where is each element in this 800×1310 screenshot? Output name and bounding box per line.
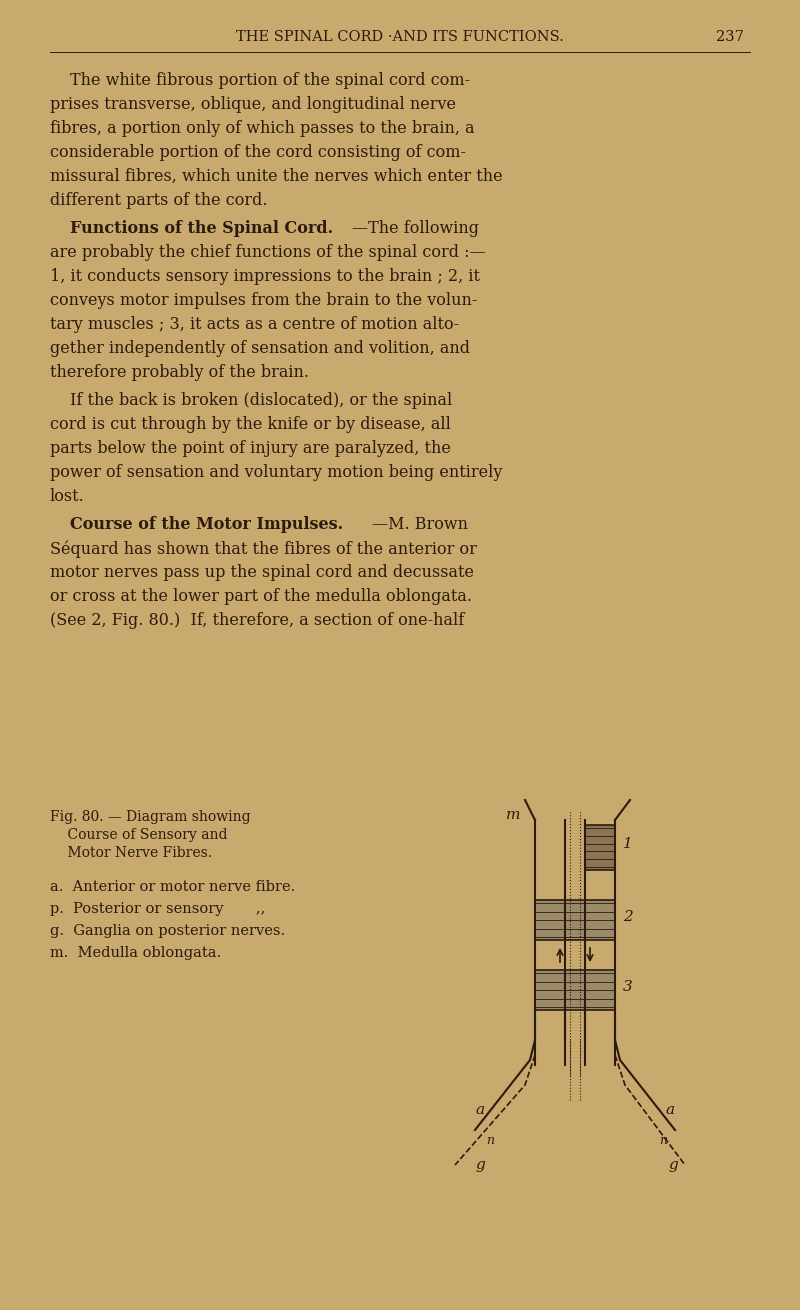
Text: fibres, a portion only of which passes to the brain, a: fibres, a portion only of which passes t… bbox=[50, 121, 474, 138]
Text: parts below the point of injury are paralyzed, the: parts below the point of injury are para… bbox=[50, 440, 451, 457]
Text: a: a bbox=[475, 1103, 485, 1117]
Text: Course of the Motor Impulses.: Course of the Motor Impulses. bbox=[70, 516, 343, 533]
Text: a.  Anterior or motor nerve fibre.: a. Anterior or motor nerve fibre. bbox=[50, 880, 295, 893]
Text: (See 2, Fig. 80.)  If, therefore, a section of one-half: (See 2, Fig. 80.) If, therefore, a secti… bbox=[50, 612, 464, 629]
Text: —The following: —The following bbox=[352, 220, 479, 237]
Text: lost.: lost. bbox=[50, 489, 85, 504]
Text: 1: 1 bbox=[623, 837, 633, 852]
Text: n: n bbox=[659, 1133, 667, 1146]
Text: considerable portion of the cord consisting of com-: considerable portion of the cord consist… bbox=[50, 144, 466, 161]
Text: p.  Posterior or sensory       ,,: p. Posterior or sensory ,, bbox=[50, 903, 266, 916]
Text: cord is cut through by the knife or by disease, all: cord is cut through by the knife or by d… bbox=[50, 417, 451, 434]
Text: prises transverse, oblique, and longitudinal nerve: prises transverse, oblique, and longitud… bbox=[50, 96, 456, 113]
Text: 2: 2 bbox=[623, 910, 633, 924]
Text: THE SPINAL CORD ·AND ITS FUNCTIONS.: THE SPINAL CORD ·AND ITS FUNCTIONS. bbox=[236, 30, 564, 45]
Text: g.  Ganglia on posterior nerves.: g. Ganglia on posterior nerves. bbox=[50, 924, 285, 938]
Text: Fig. 80. — Diagram showing: Fig. 80. — Diagram showing bbox=[50, 810, 250, 824]
Polygon shape bbox=[585, 825, 615, 870]
Text: gether independently of sensation and volition, and: gether independently of sensation and vo… bbox=[50, 341, 470, 358]
Text: Functions of the Spinal Cord.: Functions of the Spinal Cord. bbox=[70, 220, 333, 237]
Text: motor nerves pass up the spinal cord and decussate: motor nerves pass up the spinal cord and… bbox=[50, 565, 474, 582]
Text: —M. Brown: —M. Brown bbox=[372, 516, 468, 533]
Text: g: g bbox=[475, 1158, 485, 1172]
Text: power of sensation and voluntary motion being entirely: power of sensation and voluntary motion … bbox=[50, 464, 502, 481]
Text: g: g bbox=[668, 1158, 678, 1172]
Text: different parts of the cord.: different parts of the cord. bbox=[50, 193, 267, 210]
Text: conveys motor impulses from the brain to the volun-: conveys motor impulses from the brain to… bbox=[50, 292, 478, 309]
Polygon shape bbox=[535, 900, 615, 941]
Text: missural fibres, which unite the nerves which enter the: missural fibres, which unite the nerves … bbox=[50, 168, 502, 185]
Polygon shape bbox=[535, 969, 615, 1010]
Text: 237: 237 bbox=[716, 30, 744, 45]
Text: The white fibrous portion of the spinal cord com-: The white fibrous portion of the spinal … bbox=[70, 72, 470, 89]
Text: a: a bbox=[666, 1103, 674, 1117]
Text: are probably the chief functions of the spinal cord :—: are probably the chief functions of the … bbox=[50, 244, 486, 261]
Text: Motor Nerve Fibres.: Motor Nerve Fibres. bbox=[50, 846, 212, 859]
Text: tary muscles ; 3, it acts as a centre of motion alto-: tary muscles ; 3, it acts as a centre of… bbox=[50, 316, 459, 333]
Text: If the back is broken (dislocated), or the spinal: If the back is broken (dislocated), or t… bbox=[70, 392, 452, 409]
Text: 3: 3 bbox=[623, 980, 633, 994]
Text: Séquard has shown that the fibres of the anterior or: Séquard has shown that the fibres of the… bbox=[50, 540, 477, 558]
Text: therefore probably of the brain.: therefore probably of the brain. bbox=[50, 364, 309, 381]
Text: 1, it conducts sensory impressions to the brain ; 2, it: 1, it conducts sensory impressions to th… bbox=[50, 269, 480, 286]
Text: Course of Sensory and: Course of Sensory and bbox=[50, 828, 227, 842]
Text: n: n bbox=[486, 1133, 494, 1146]
Text: m.  Medulla oblongata.: m. Medulla oblongata. bbox=[50, 946, 221, 960]
Text: m: m bbox=[506, 808, 520, 821]
Text: or cross at the lower part of the medulla oblongata.: or cross at the lower part of the medull… bbox=[50, 588, 472, 605]
